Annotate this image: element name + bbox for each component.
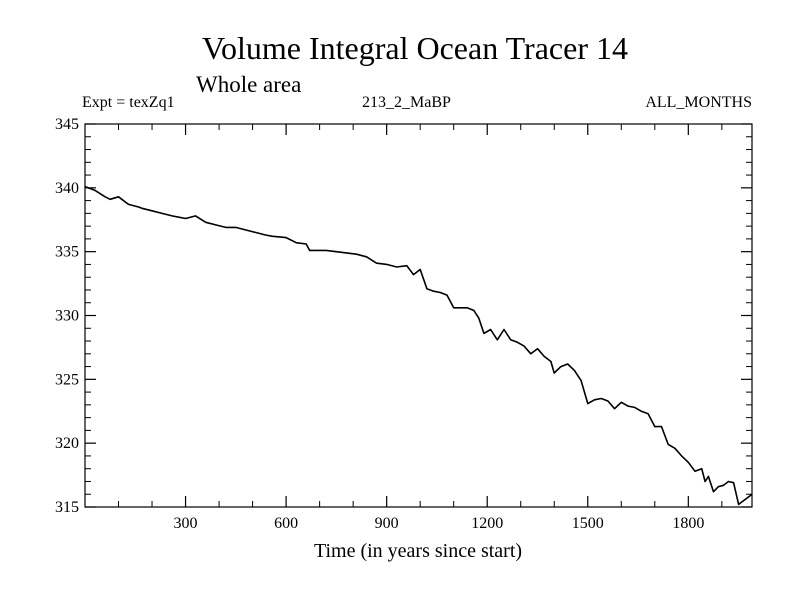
y-tick-label: 335 [55, 244, 79, 261]
run-label: 213_2_MaBP [362, 94, 451, 111]
x-axis-labels: 300 600 900 1200 1500 1800 [174, 515, 705, 532]
x-tick-label: 1500 [572, 515, 604, 532]
y-axis-labels: 315 320 325 330 335 340 345 [55, 116, 79, 516]
chart-subtitle: Whole area [196, 72, 302, 97]
series-line [84, 185, 753, 506]
x-tick-label: 600 [274, 515, 298, 532]
x-tick-label: 900 [375, 515, 399, 532]
y-tick-label: 320 [55, 435, 79, 452]
x-axis-title: Time (in years since start) [314, 540, 522, 562]
x-tick-label: 300 [174, 515, 198, 532]
x-tick-label: 1800 [672, 515, 704, 532]
months-label: ALL_MONTHS [645, 94, 752, 111]
axis-ticks [85, 123, 752, 508]
y-tick-label: 330 [55, 308, 79, 325]
y-tick-label: 315 [55, 499, 79, 516]
experiment-label: Expt = texZq1 [82, 94, 175, 111]
x-tick-label: 1200 [471, 515, 503, 532]
plot-frame [84, 123, 753, 508]
y-tick-label: 340 [55, 180, 79, 197]
chart-title: Volume Integral Ocean Tracer 14 [202, 30, 628, 66]
y-tick-label: 325 [55, 371, 79, 388]
y-tick-label: 345 [55, 116, 79, 133]
